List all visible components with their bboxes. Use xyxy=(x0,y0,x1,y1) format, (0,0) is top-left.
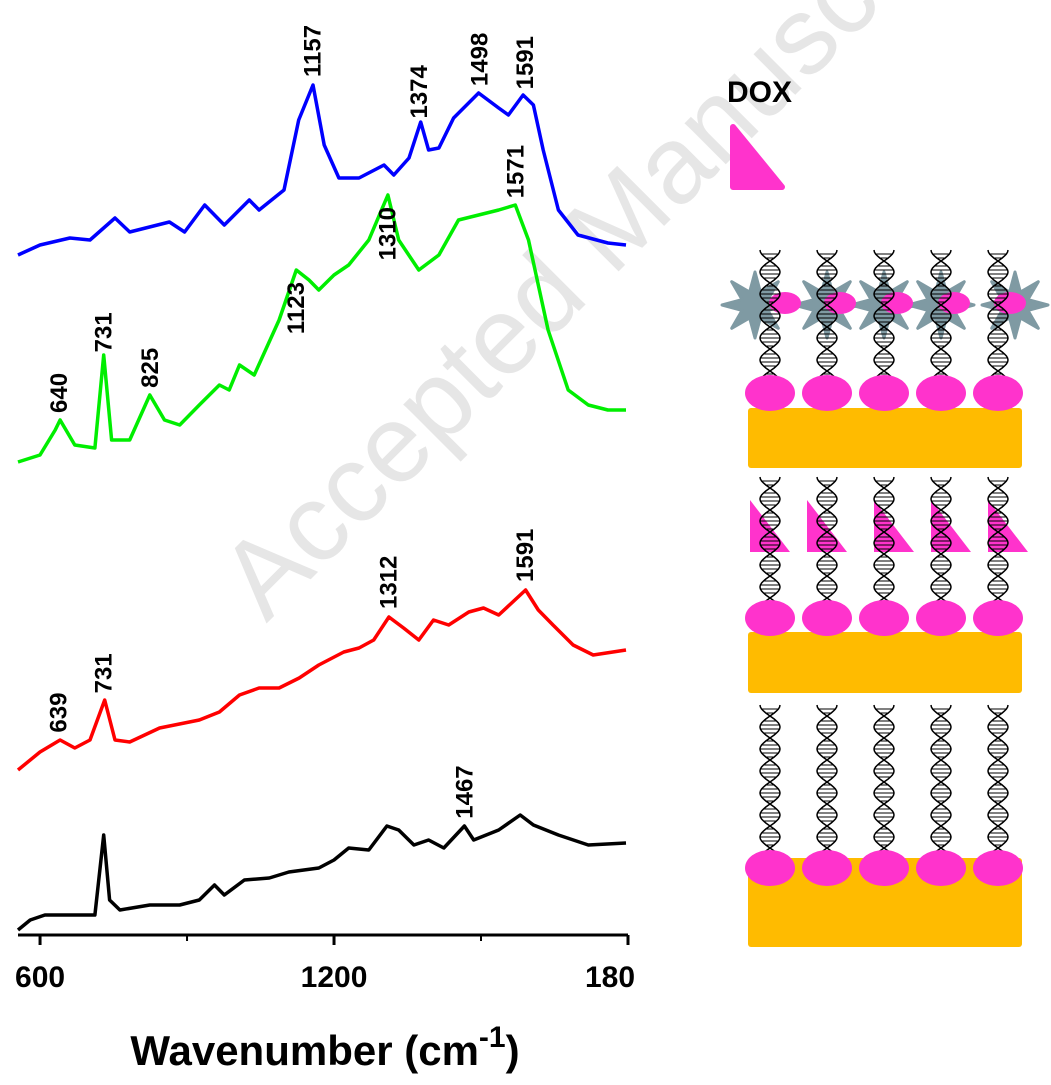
peak-label: 825 xyxy=(137,348,164,388)
dna-backbone xyxy=(873,476,895,606)
dna-backbone xyxy=(930,249,952,381)
dox-molecule xyxy=(750,500,790,552)
gold-particle xyxy=(916,375,966,411)
peak-label: 731 xyxy=(91,312,118,352)
spectrum xyxy=(16,813,627,932)
dna-backbone xyxy=(987,704,1009,856)
spectrum xyxy=(16,588,627,772)
dna-strand xyxy=(816,249,838,381)
dna-backbone xyxy=(759,704,781,856)
gold-particle xyxy=(802,600,852,636)
x-tick-label: 1200 xyxy=(301,961,368,994)
peak-label: 639 xyxy=(46,693,73,733)
gold-particle xyxy=(859,375,909,411)
peak-label: 640 xyxy=(46,373,73,413)
dna-strand xyxy=(987,704,1009,856)
dna-backbone xyxy=(816,249,838,381)
peak-label: 1571 xyxy=(502,145,529,198)
dna-strand xyxy=(759,704,781,856)
peak-label: 1374 xyxy=(406,64,433,118)
peak-label: 1312 xyxy=(375,556,402,609)
dna-strand xyxy=(930,476,952,606)
peak-label: 1498 xyxy=(467,33,494,86)
dna-strand xyxy=(816,476,838,606)
gold-particle xyxy=(916,600,966,636)
peak-label: 1310 xyxy=(374,207,401,260)
dna-backbone xyxy=(930,476,952,606)
peak-label: 1467 xyxy=(451,765,478,818)
dna-backbone xyxy=(759,704,781,856)
dna-strand xyxy=(987,476,1009,606)
dna-backbone xyxy=(873,704,895,856)
dna-backbone xyxy=(759,476,781,606)
x-axis-label-end: ) xyxy=(506,1027,520,1074)
dna-backbone xyxy=(759,249,781,381)
gold-substrate xyxy=(748,632,1022,693)
gold-particle xyxy=(859,600,909,636)
gold-particle xyxy=(973,850,1023,886)
gold-particle xyxy=(745,375,795,411)
gold-particle xyxy=(859,850,909,886)
schematic: DOX xyxy=(720,76,1050,947)
gold-particle xyxy=(745,600,795,636)
dna-backbone xyxy=(987,249,1009,381)
gold-particle xyxy=(973,600,1023,636)
peak-label: 1157 xyxy=(299,25,326,77)
x-tick-label: 180 xyxy=(585,961,635,994)
dna-strand xyxy=(873,249,895,381)
dna-backbone xyxy=(930,704,952,856)
dox-icon xyxy=(730,124,785,190)
dna-backbone xyxy=(759,249,781,381)
x-axis-label-main: Wavenumber (cm xyxy=(130,1027,479,1074)
dna-backbone xyxy=(930,249,952,381)
dna-backbone xyxy=(873,249,895,381)
dna-strand xyxy=(816,704,838,856)
spectrum xyxy=(17,193,626,464)
dna-strand xyxy=(930,249,952,381)
gold-substrate xyxy=(748,408,1022,468)
peak-label: 1591 xyxy=(512,36,539,89)
gold-particle xyxy=(802,375,852,411)
dna-backbone xyxy=(930,476,952,606)
x-tick-label: 600 xyxy=(15,961,65,994)
gold-particle xyxy=(745,850,795,886)
x-axis-label: Wavenumber (cm-1) xyxy=(130,1021,519,1074)
dox-molecule xyxy=(807,500,847,552)
dna-strand xyxy=(759,476,781,606)
dna-backbone xyxy=(759,476,781,606)
dna-backbone xyxy=(987,476,1009,606)
dna-backbone xyxy=(873,476,895,606)
spectrum xyxy=(17,83,627,257)
dna-backbone xyxy=(816,476,838,606)
dna-strand xyxy=(873,476,895,606)
dna-backbone xyxy=(987,249,1009,381)
spectra: 600 1200 180 1157 1374 1498 1591 640 731 825 1123 1… xyxy=(15,25,635,994)
gold-particle xyxy=(802,850,852,886)
peak-label: 731 xyxy=(91,653,118,693)
dna-backbone xyxy=(987,704,1009,856)
dna-backbone xyxy=(816,704,838,856)
dna-backbone xyxy=(873,704,895,856)
dna-backbone xyxy=(816,704,838,856)
gold-particle xyxy=(973,375,1023,411)
dna-strand xyxy=(759,249,781,381)
dna-strand xyxy=(987,249,1009,381)
dna-backbone xyxy=(873,249,895,381)
peak-label: 1123 xyxy=(283,282,310,334)
gold-particle xyxy=(916,850,966,886)
dna-backbone xyxy=(930,704,952,856)
dna-backbone xyxy=(816,476,838,606)
dox-label: DOX xyxy=(727,76,792,109)
dna-backbone xyxy=(816,249,838,381)
dna-strand xyxy=(930,704,952,856)
dna-backbone xyxy=(987,476,1009,606)
x-axis-label-sup: -1 xyxy=(479,1021,506,1054)
peak-label: 1591 xyxy=(512,529,539,582)
dox-molecule xyxy=(994,292,1026,314)
dna-strand xyxy=(873,704,895,856)
